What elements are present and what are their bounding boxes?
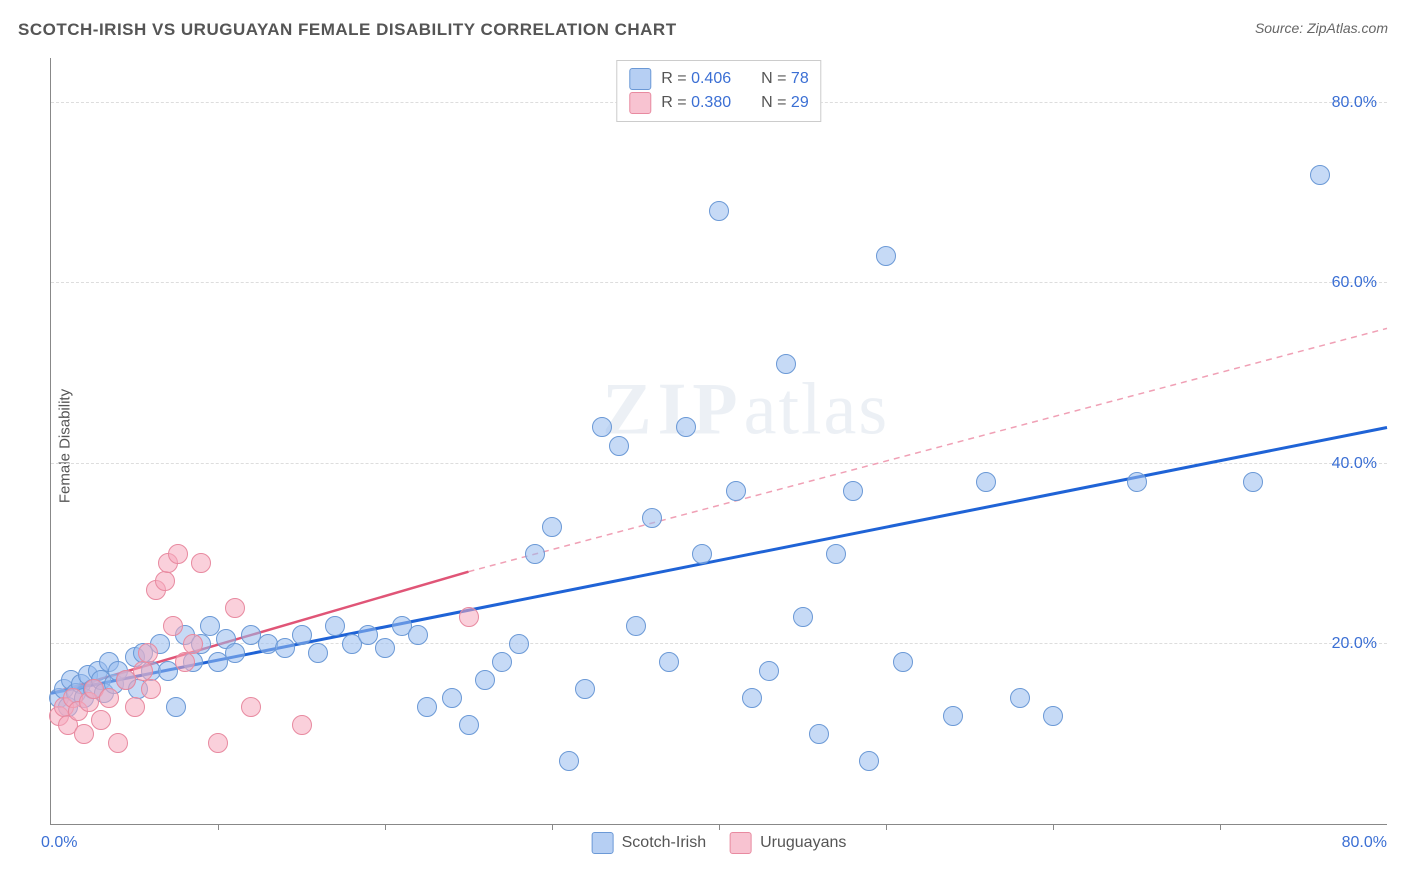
series-legend: Scotch-Irish Uruguayans bbox=[592, 832, 847, 854]
data-point bbox=[976, 472, 996, 492]
data-point bbox=[459, 607, 479, 627]
data-point bbox=[175, 652, 195, 672]
data-point bbox=[809, 724, 829, 744]
data-point bbox=[225, 598, 245, 618]
data-point bbox=[200, 616, 220, 636]
data-point bbox=[1043, 706, 1063, 726]
data-point bbox=[709, 201, 729, 221]
data-point bbox=[241, 697, 261, 717]
data-point bbox=[642, 508, 662, 528]
correlation-legend: R = 0.406 N = 78 R = 0.380 N = 29 bbox=[616, 60, 821, 122]
legend-row-scotch-irish: R = 0.406 N = 78 bbox=[629, 67, 808, 91]
data-point bbox=[525, 544, 545, 564]
data-point bbox=[163, 616, 183, 636]
chart-header: SCOTCH-IRISH VS URUGUAYAN FEMALE DISABIL… bbox=[18, 20, 1388, 50]
data-point bbox=[166, 697, 186, 717]
data-point bbox=[125, 697, 145, 717]
data-point bbox=[308, 643, 328, 663]
data-point bbox=[133, 661, 153, 681]
data-point bbox=[275, 638, 295, 658]
data-point bbox=[325, 616, 345, 636]
swatch-pink bbox=[730, 832, 752, 854]
data-point bbox=[793, 607, 813, 627]
data-point bbox=[292, 625, 312, 645]
data-point bbox=[893, 652, 913, 672]
x-tick bbox=[1053, 824, 1054, 830]
data-point bbox=[191, 553, 211, 573]
source-attribution: Source: ZipAtlas.com bbox=[1255, 20, 1388, 36]
data-point bbox=[692, 544, 712, 564]
data-point bbox=[592, 417, 612, 437]
data-point bbox=[1310, 165, 1330, 185]
legend-item-uruguayans: Uruguayans bbox=[730, 832, 846, 854]
data-point bbox=[155, 571, 175, 591]
legend-row-uruguayans: R = 0.380 N = 29 bbox=[629, 91, 808, 115]
data-point bbox=[492, 652, 512, 672]
data-point bbox=[676, 417, 696, 437]
x-max-label: 80.0% bbox=[1342, 834, 1387, 852]
data-point bbox=[475, 670, 495, 690]
data-point bbox=[859, 751, 879, 771]
data-point bbox=[99, 688, 119, 708]
data-point bbox=[659, 652, 679, 672]
data-point bbox=[358, 625, 378, 645]
x-tick bbox=[552, 824, 553, 830]
data-point bbox=[74, 724, 94, 744]
data-point bbox=[843, 481, 863, 501]
data-point bbox=[108, 733, 128, 753]
data-point bbox=[826, 544, 846, 564]
plot-area: ZIPatlas 20.0%40.0%60.0%80.0% 0.0% 80.0%… bbox=[50, 58, 1387, 825]
x-origin-label: 0.0% bbox=[41, 834, 77, 852]
swatch-blue bbox=[629, 68, 651, 90]
data-point bbox=[559, 751, 579, 771]
legend-item-scotch-irish: Scotch-Irish bbox=[592, 832, 706, 854]
data-point bbox=[575, 679, 595, 699]
data-point bbox=[726, 481, 746, 501]
data-point bbox=[1243, 472, 1263, 492]
data-point bbox=[225, 643, 245, 663]
data-point bbox=[138, 643, 158, 663]
data-point bbox=[91, 710, 111, 730]
data-point bbox=[1127, 472, 1147, 492]
data-point bbox=[183, 634, 203, 654]
data-point bbox=[292, 715, 312, 735]
data-point bbox=[408, 625, 428, 645]
data-point bbox=[1010, 688, 1030, 708]
swatch-blue bbox=[592, 832, 614, 854]
data-point bbox=[626, 616, 646, 636]
data-point bbox=[459, 715, 479, 735]
data-point bbox=[442, 688, 462, 708]
data-point bbox=[876, 246, 896, 266]
data-point bbox=[742, 688, 762, 708]
data-point bbox=[943, 706, 963, 726]
data-point bbox=[509, 634, 529, 654]
data-point bbox=[417, 697, 437, 717]
data-point bbox=[759, 661, 779, 681]
data-point bbox=[375, 638, 395, 658]
x-tick bbox=[218, 824, 219, 830]
data-point bbox=[776, 354, 796, 374]
x-tick bbox=[1220, 824, 1221, 830]
data-point bbox=[542, 517, 562, 537]
data-point bbox=[141, 679, 161, 699]
x-tick bbox=[886, 824, 887, 830]
data-point bbox=[609, 436, 629, 456]
x-tick bbox=[719, 824, 720, 830]
data-point bbox=[168, 544, 188, 564]
swatch-pink bbox=[629, 92, 651, 114]
data-point bbox=[208, 733, 228, 753]
x-tick bbox=[385, 824, 386, 830]
chart-title: SCOTCH-IRISH VS URUGUAYAN FEMALE DISABIL… bbox=[18, 20, 677, 39]
